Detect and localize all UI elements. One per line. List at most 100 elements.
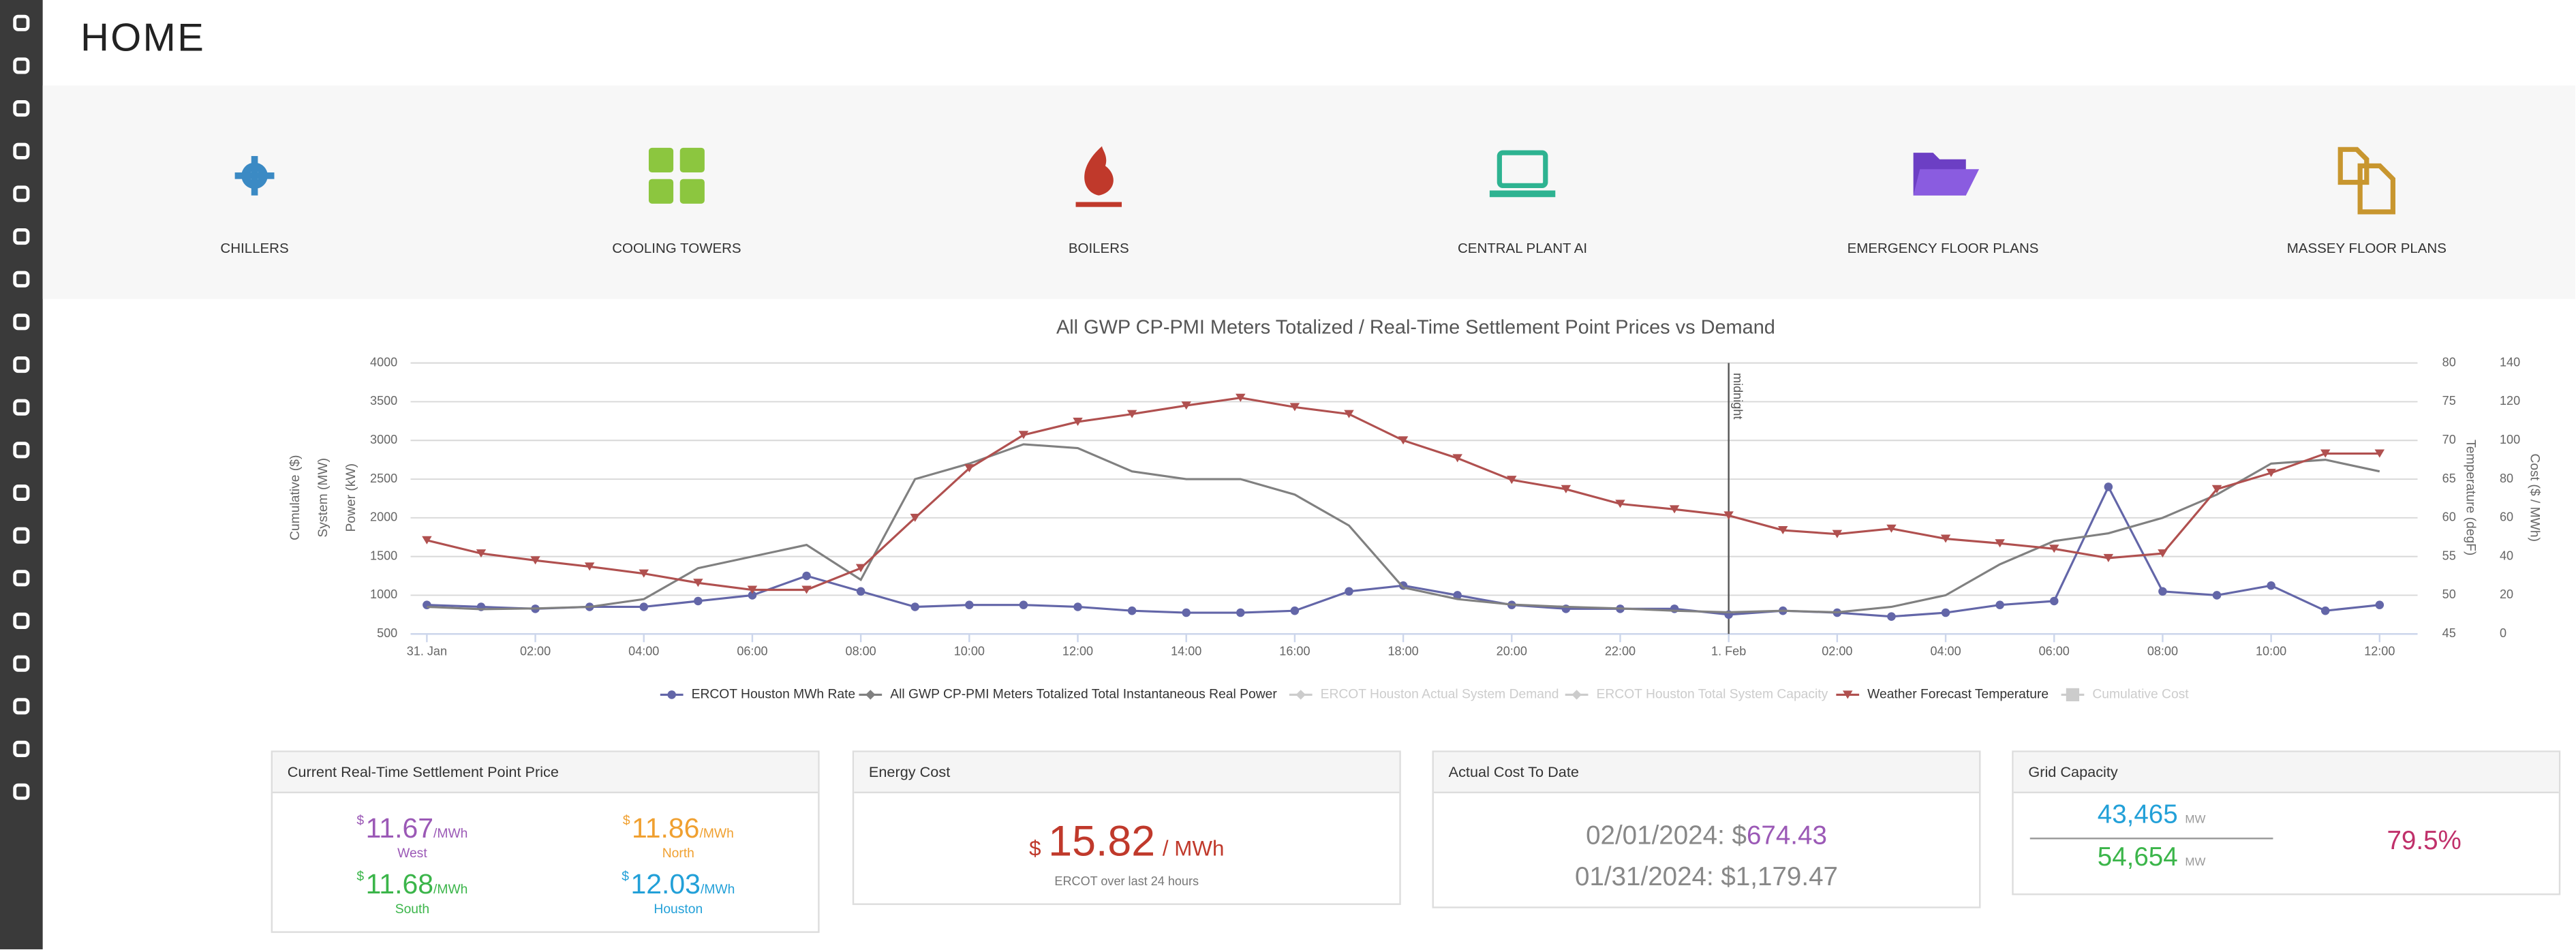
point	[2267, 581, 2275, 590]
point	[1453, 591, 1462, 600]
point	[1941, 608, 1950, 617]
x-tick-label: 12:00	[2364, 645, 2395, 658]
point	[1669, 505, 1680, 514]
used: 43,465	[2097, 801, 2178, 830]
point	[910, 602, 920, 611]
x-tick-label: 16:00	[1279, 645, 1310, 658]
point	[2049, 545, 2059, 553]
y3-tick-label: 20	[2500, 587, 2513, 601]
panel-title: Current Real-Time Settlement Point Price	[273, 752, 818, 794]
tile-bar	[42, 85, 2575, 299]
actual-panel: Actual Cost To Date 02/01/2024: $674.43 …	[1432, 750, 1981, 908]
legend-label: Weather Forecast Temperature	[1867, 688, 2049, 702]
tile-label: CENTRAL PLANT AI	[1457, 239, 1588, 256]
series-line	[427, 443, 2380, 614]
point	[2266, 468, 2276, 477]
y3-tick-label: 120	[2500, 394, 2520, 408]
x-tick-label: 10:00	[954, 645, 985, 658]
y-axis-label: System (MW)	[316, 458, 331, 538]
legend-label: ERCOT Houston Actual System Demand	[1321, 688, 1559, 702]
point	[1019, 600, 1028, 609]
price: 11.68	[365, 868, 434, 900]
tile-label: COOLING TOWERS	[612, 239, 741, 256]
unit: /MWh	[433, 826, 468, 841]
y2-tick-label: 75	[2442, 394, 2456, 408]
x-tick-label: 22:00	[1605, 645, 1636, 658]
x-tick-label: 08:00	[846, 645, 876, 658]
point	[2158, 587, 2167, 596]
tile-label: CHILLERS	[220, 239, 289, 256]
unit: /MWh	[433, 882, 468, 897]
legend-label: All GWP CP-PMI Meters Totalized Total In…	[890, 688, 1277, 702]
point	[1995, 600, 2004, 609]
cost-label: 01/31/2024: $1,179.47	[1575, 863, 1838, 892]
y3-tick-label: 0	[2500, 626, 2506, 640]
point	[1182, 608, 1191, 617]
point	[2211, 485, 2222, 493]
x-tick-label: 04:00	[1930, 645, 1961, 658]
legend-label: ERCOT Houston Total System Capacity	[1597, 688, 1828, 702]
y2-tick-label: 55	[2442, 549, 2456, 562]
legend-label: ERCOT Houston MWh Rate	[692, 688, 856, 702]
cost-label: 02/01/2024: $	[1586, 823, 1747, 851]
panel-title: Actual Cost To Date	[1433, 752, 1980, 794]
y-tick-label: 3500	[370, 394, 397, 408]
point	[1073, 602, 1082, 611]
y-tick-label: 500	[377, 626, 397, 640]
cost-value: 674.43	[1746, 823, 1827, 851]
x-tick-label: 04:00	[628, 645, 659, 658]
x-tick-label: 02:00	[1822, 645, 1852, 658]
point	[801, 585, 812, 594]
price: 11.67	[365, 812, 434, 844]
tile-label: MASSEY FLOOR PLANS	[2286, 239, 2447, 256]
point	[1615, 500, 1625, 508]
legend-symbol	[2066, 688, 2080, 702]
x-tick-label: 18:00	[1387, 645, 1418, 658]
point	[2103, 553, 2114, 562]
unit: MW	[2185, 857, 2206, 869]
currency: $	[622, 812, 630, 828]
point	[802, 571, 811, 581]
y-tick-label: 1500	[370, 549, 397, 562]
point	[1452, 454, 1462, 463]
point	[1778, 525, 1788, 535]
region: South	[395, 902, 430, 917]
panel-title: Grid Capacity	[2013, 752, 2559, 794]
y-tick-label: 2000	[370, 510, 397, 524]
region: North	[662, 846, 694, 861]
y2-tick-label: 80	[2442, 355, 2456, 369]
point	[2320, 449, 2331, 458]
percent: 79.5%	[2387, 827, 2462, 856]
point	[1995, 539, 2005, 548]
y2-tick-label: 70	[2442, 433, 2456, 446]
series-line	[427, 484, 2380, 618]
unit: / MWh	[1162, 836, 1225, 861]
point	[1290, 606, 1300, 615]
y-tick-label: 2500	[370, 472, 397, 485]
x-tick-label: 31. Jan	[407, 645, 447, 658]
sidebar	[0, 0, 43, 949]
x-tick-label: 02:00	[520, 645, 551, 658]
point	[694, 596, 703, 606]
point	[2104, 482, 2113, 491]
point	[748, 591, 757, 600]
point	[1073, 417, 1083, 426]
point	[1723, 511, 1734, 520]
panel-title: Energy Cost	[854, 752, 1400, 794]
y3-tick-label: 60	[2500, 510, 2513, 524]
x-tick-label: 06:00	[737, 645, 767, 658]
tile-label: EMERGENCY FLOOR PLANS	[1847, 239, 2039, 256]
point	[1345, 587, 1353, 596]
point	[1289, 403, 1300, 412]
total: 54,654	[2097, 844, 2178, 872]
y-tick-label: 3000	[370, 433, 397, 446]
x-tick-label: 08:00	[2147, 645, 2178, 658]
point	[422, 536, 432, 545]
price-item: $11.68/MWh South	[281, 869, 544, 917]
point	[1236, 393, 1246, 402]
currency: $	[356, 868, 365, 884]
y3-tick-label: 100	[2500, 433, 2520, 446]
x-tick-label: 1. Feb	[1711, 645, 1746, 658]
